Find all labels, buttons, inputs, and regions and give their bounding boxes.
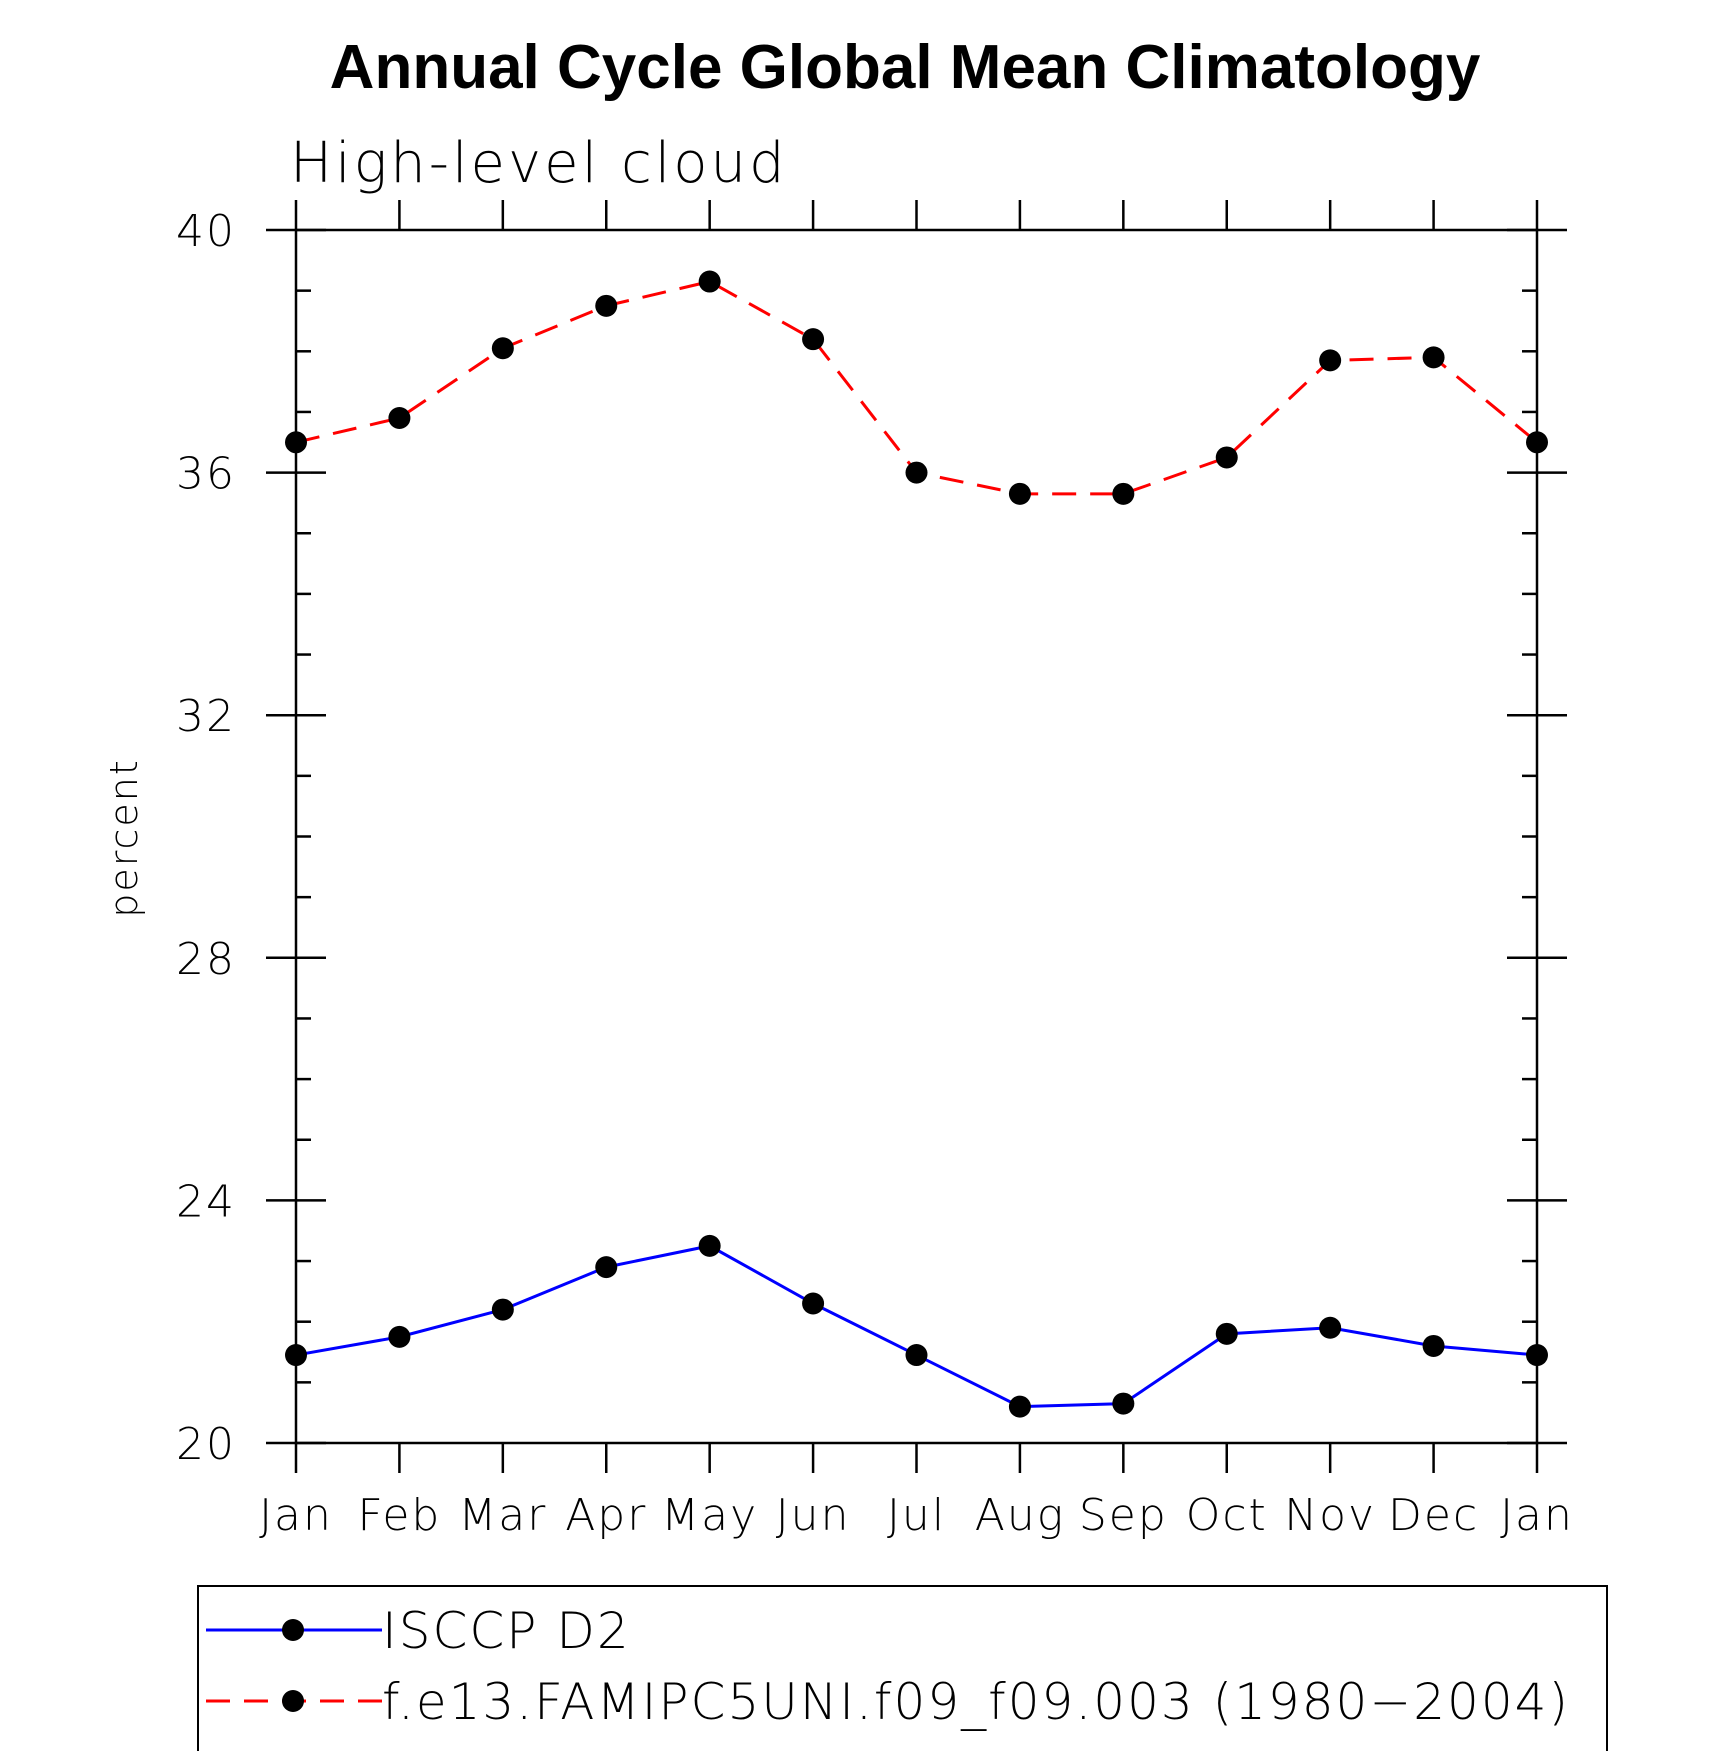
series-2: [285, 270, 1548, 505]
data-point: [1526, 1344, 1548, 1367]
axes: 20 24 28 32 36 40 Jan Feb Mar Apr May Jun Jul Aug Sep O…: [176, 200, 1574, 1541]
data-point: [905, 461, 928, 484]
data-point: [285, 431, 307, 454]
series-line: [295, 1244, 1538, 1409]
x-tick-label: Jan: [259, 1490, 333, 1541]
legend-marker-2: [282, 1690, 304, 1712]
data-point: [1319, 349, 1342, 372]
x-tick-label: Dec: [1388, 1490, 1479, 1541]
data-point: [1526, 431, 1548, 454]
data-point: [1422, 1334, 1445, 1357]
data-point: [1112, 1392, 1135, 1415]
data-point: [1422, 346, 1445, 369]
data-point: [491, 1298, 514, 1321]
data-point: [1008, 1395, 1031, 1418]
legend-label-2: f.e13.FAMIPC5UNI.f09_f09.003 (1980−2004): [382, 1673, 1570, 1731]
legend-marker-1: [282, 1619, 304, 1641]
series-group: [285, 270, 1548, 1418]
legend-label-1: ISCCP D2: [382, 1602, 631, 1660]
legend-box: [197, 1585, 1608, 1756]
x-tick-label: Feb: [357, 1490, 441, 1541]
data-point: [388, 1325, 411, 1348]
series-1: [285, 1234, 1548, 1418]
y-tick-label: 28: [176, 934, 236, 985]
data-point: [595, 1256, 618, 1279]
x-tick-label: May: [661, 1490, 758, 1541]
chart-title: Annual Cycle Global Mean Climatology: [330, 33, 1481, 102]
plot-frame: [294, 228, 1539, 1445]
y-tick-label: 40: [176, 206, 236, 257]
data-point: [1008, 482, 1031, 505]
data-point: [802, 1292, 825, 1315]
y-tick-label: 36: [176, 449, 236, 500]
data-point: [802, 328, 825, 351]
chart-subtitle: High-level cloud: [290, 131, 788, 196]
y-axis-label: percent: [102, 758, 146, 918]
x-tick-label: Apr: [565, 1490, 647, 1541]
y-tick-label: 20: [176, 1419, 236, 1470]
data-point: [1112, 482, 1135, 505]
x-tick-label: Nov: [1284, 1490, 1376, 1541]
data-point: [595, 294, 618, 317]
data-point: [698, 1234, 721, 1257]
x-tick-label: Mar: [458, 1490, 547, 1541]
data-point: [388, 407, 411, 430]
data-point: [698, 270, 721, 293]
data-point: [1319, 1316, 1342, 1339]
data-point: [905, 1344, 928, 1367]
y-tick-label: 24: [176, 1176, 236, 1227]
x-tick-label: Jul: [887, 1490, 946, 1541]
x-tick-label: Jun: [776, 1490, 851, 1541]
x-tick-label: Oct: [1186, 1490, 1268, 1541]
data-point: [1215, 446, 1238, 469]
x-tick-label: Sep: [1079, 1490, 1168, 1541]
data-point: [285, 1344, 307, 1367]
data-point: [491, 337, 514, 360]
x-tick-label: Jan: [1500, 1490, 1574, 1541]
y-tick-label: 32: [176, 691, 236, 742]
x-tick-label: Aug: [975, 1490, 1065, 1541]
legend: ISCCP D2 f.e13.FAMIPC5UNI.f09_f09.003 (19…: [197, 1585, 1608, 1756]
data-point: [1215, 1322, 1238, 1345]
